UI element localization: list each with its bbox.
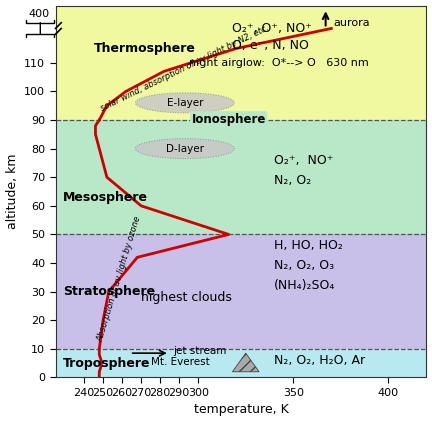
Text: aurora: aurora — [333, 18, 370, 28]
Text: Absorption of uv light by ozone: Absorption of uv light by ozone — [95, 215, 143, 343]
Text: Thermosphere: Thermosphere — [94, 42, 195, 55]
Bar — [56, 5, 426, 120]
Text: jet stream: jet stream — [174, 346, 227, 356]
Text: O₂⁺,  NO⁺: O₂⁺, NO⁺ — [274, 154, 334, 167]
Text: Ionosphere: Ionosphere — [191, 113, 266, 126]
Text: Troposphere: Troposphere — [63, 357, 151, 370]
Text: E-layer: E-layer — [167, 98, 203, 108]
Text: H, HO, HO₂: H, HO, HO₂ — [274, 239, 343, 252]
Text: Mt. Everest: Mt. Everest — [151, 357, 210, 367]
Bar — [56, 349, 426, 377]
Text: 400: 400 — [29, 9, 50, 19]
Bar — [56, 235, 426, 349]
Text: Stratosphere: Stratosphere — [63, 285, 155, 298]
Text: N₂, O₂: N₂, O₂ — [274, 173, 311, 187]
Text: N₂, O₂, O₃: N₂, O₂, O₃ — [274, 260, 334, 272]
Text: highest clouds: highest clouds — [141, 291, 232, 304]
Text: O₂⁺, O⁺, NO⁺: O₂⁺, O⁺, NO⁺ — [232, 22, 312, 35]
Ellipse shape — [135, 138, 234, 159]
Text: solar wind, absorption of uv light by N2, etc.: solar wind, absorption of uv light by N2… — [99, 23, 270, 113]
X-axis label: temperature, K: temperature, K — [194, 403, 289, 417]
Polygon shape — [232, 353, 259, 372]
Text: night airglow:  O*--> O   630 nm: night airglow: O*--> O 630 nm — [189, 58, 368, 68]
Y-axis label: altitude, km: altitude, km — [6, 154, 19, 229]
Ellipse shape — [135, 93, 234, 113]
Bar — [56, 120, 426, 235]
Text: (NH₄)₂SO₄: (NH₄)₂SO₄ — [274, 279, 336, 292]
Text: Mesosphere: Mesosphere — [63, 191, 148, 204]
Text: N₂, O₂, H₂O, Ar: N₂, O₂, H₂O, Ar — [274, 354, 365, 367]
Text: D-layer: D-layer — [166, 143, 204, 154]
Text: O, e⁻, N, NO: O, e⁻, N, NO — [232, 39, 309, 52]
